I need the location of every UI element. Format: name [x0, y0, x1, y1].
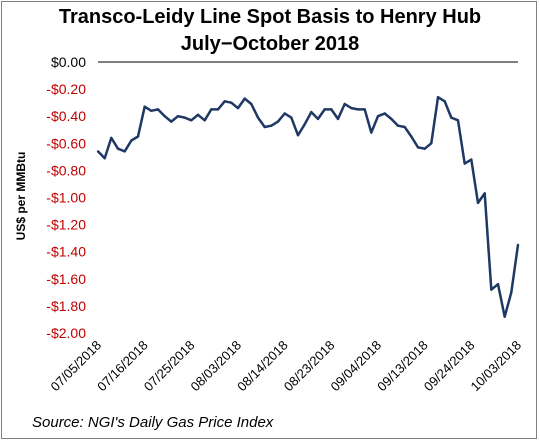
data-point: [436, 96, 440, 99]
title-line-1: Transco-Leidy Line Spot Basis to Henry H…: [58, 6, 482, 28]
data-point: [456, 119, 460, 122]
data-point: [230, 101, 233, 104]
data-point: [150, 109, 153, 113]
data-point: [103, 157, 106, 160]
data-point: [430, 142, 433, 145]
data-point: [163, 115, 166, 118]
data-point: [250, 102, 253, 106]
data-point: [496, 283, 500, 286]
y-tick-label: -$0.40: [46, 108, 86, 124]
y-tick-label: -$0.60: [46, 135, 86, 151]
data-point: [376, 115, 380, 118]
data-point: [270, 124, 273, 127]
data-point: [423, 147, 426, 150]
source-note: Source: NGI's Daily Gas Price Index: [32, 414, 274, 431]
title-line-2: July−October 2018: [180, 33, 360, 55]
data-point: [223, 100, 226, 103]
data-point: [243, 97, 246, 100]
data-point: [190, 119, 193, 122]
data-point: [130, 139, 133, 142]
series-line: [97, 95, 520, 318]
data-point: [350, 106, 353, 110]
data-point: [123, 150, 126, 153]
data-point: [370, 131, 373, 134]
data-point: [343, 102, 346, 106]
data-point: [183, 116, 186, 119]
x-tick-label: 10/03/2018: [467, 338, 524, 395]
chart-title: Transco-Leidy Line Spot Basis to Henry H…: [0, 4, 540, 58]
data-point: [463, 162, 466, 165]
data-point: [336, 117, 340, 121]
data-point: [276, 120, 280, 123]
y-tick-label: -$1.80: [46, 298, 86, 314]
data-point: [396, 124, 400, 127]
data-point: [516, 243, 520, 247]
y-tick-label: $0.00: [51, 54, 86, 70]
data-point: [110, 136, 113, 140]
data-point: [216, 108, 220, 111]
data-point: [116, 147, 120, 150]
data-point: [410, 135, 413, 138]
data-point: [470, 158, 473, 161]
data-point: [96, 150, 100, 153]
data-point: [236, 106, 240, 110]
data-point: [303, 123, 306, 126]
data-point: [356, 108, 360, 111]
y-axis-ticks: $0.00 -$0.20 -$0.40 -$0.60 -$0.80 -$1.00 -$1.2…: [46, 54, 86, 341]
y-tick-label: -$1.20: [46, 217, 86, 233]
data-point: [203, 119, 206, 122]
data-point: [176, 115, 180, 118]
data-point: [330, 108, 333, 111]
data-point: [416, 146, 420, 149]
data-point: [296, 134, 300, 137]
data-point: [510, 291, 513, 294]
data-point: [316, 117, 320, 121]
data-point: [476, 201, 480, 205]
data-point: [363, 108, 366, 111]
data-point: [443, 100, 446, 103]
y-tick-label: -$1.40: [46, 244, 86, 260]
data-point: [263, 125, 266, 129]
data-point: [390, 117, 393, 121]
data-point: [450, 116, 453, 119]
y-tick-label: -$1.60: [46, 271, 86, 287]
data-point: [323, 108, 326, 111]
data-point: [383, 112, 386, 115]
data-point: [256, 116, 260, 119]
y-tick-label: -$0.20: [46, 81, 86, 97]
x-axis-ticks: 07/05/201807/16/201807/25/201808/03/2018…: [47, 338, 524, 395]
data-point: [503, 315, 506, 318]
y-tick-label: -$1.00: [46, 190, 86, 206]
data-point: [136, 135, 140, 138]
data-point: [143, 105, 146, 108]
data-point: [156, 108, 160, 111]
data-point: [210, 108, 213, 111]
data-point: [483, 192, 486, 195]
data-point: [290, 116, 293, 119]
series-points: [96, 96, 520, 318]
y-tick-label: -$2.00: [46, 325, 86, 341]
data-point: [310, 110, 313, 114]
y-tick-label: -$0.80: [46, 162, 86, 178]
data-point: [170, 120, 173, 123]
data-point: [283, 112, 286, 115]
data-point: [403, 125, 406, 129]
data-point: [196, 113, 200, 117]
data-point: [490, 288, 493, 291]
